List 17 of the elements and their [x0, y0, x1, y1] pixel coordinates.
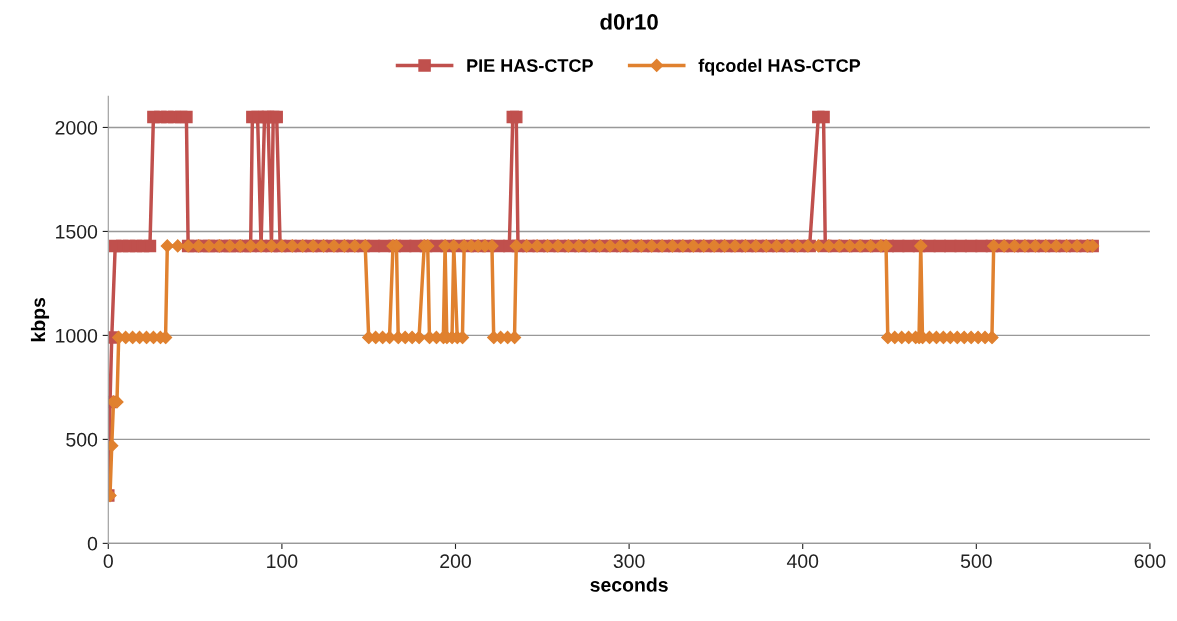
y-axis-title: kbps — [30, 297, 50, 342]
legend-label: PIE HAS-CTCP — [467, 59, 593, 72]
x-axis-title: seconds — [590, 577, 668, 592]
y-tick-label: 2000 — [55, 120, 98, 135]
x-tick-label: 100 — [267, 554, 298, 569]
x-tick-label: 600 — [1134, 554, 1166, 569]
x-tick-label: 0 — [103, 554, 113, 569]
y-tick-label: 1000 — [56, 328, 98, 343]
y-tick-label: 0 — [87, 536, 98, 551]
x-tick-label: 200 — [440, 554, 471, 569]
y-tick-label: 500 — [66, 432, 98, 447]
x-tick-label: 300 — [613, 554, 645, 569]
y-tick-label: 1500 — [56, 224, 98, 239]
x-tick-label: 400 — [786, 554, 819, 569]
legend-label: fqcodel HAS-CTCP — [698, 58, 861, 76]
chart-title: d0r10 — [600, 13, 658, 30]
x-tick-label: 500 — [960, 554, 992, 569]
